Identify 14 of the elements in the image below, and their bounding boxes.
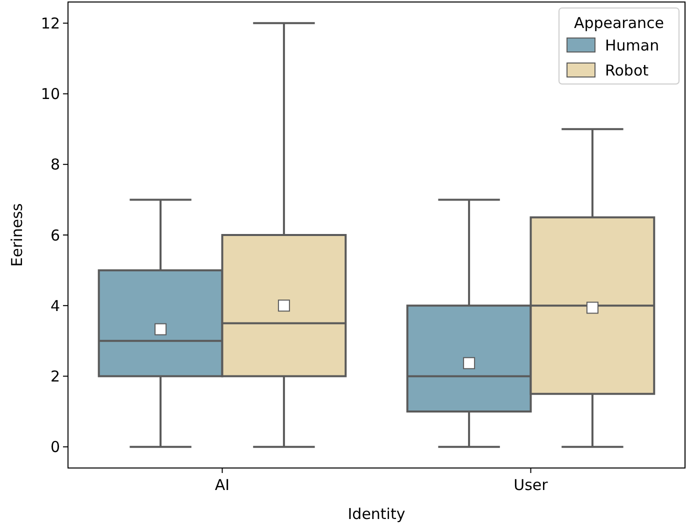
y-tick-label: 0: [50, 438, 60, 456]
legend-label: Robot: [605, 61, 649, 80]
x-tick-label: User: [514, 476, 549, 494]
y-axis-title: Eeriness: [8, 203, 26, 267]
y-tick-label: 2: [50, 367, 60, 386]
y-tick-label: 8: [50, 156, 60, 174]
x-axis-title: Identity: [348, 505, 406, 523]
legend-title: Appearance: [574, 14, 664, 32]
y-tick-label: 10: [40, 85, 60, 104]
x-tick-label: AI: [214, 476, 230, 494]
legend-label: Human: [605, 36, 660, 54]
y-tick-label: 12: [40, 14, 60, 32]
y-tick-label: 6: [50, 226, 60, 244]
y-tick-label: 4: [50, 296, 60, 315]
